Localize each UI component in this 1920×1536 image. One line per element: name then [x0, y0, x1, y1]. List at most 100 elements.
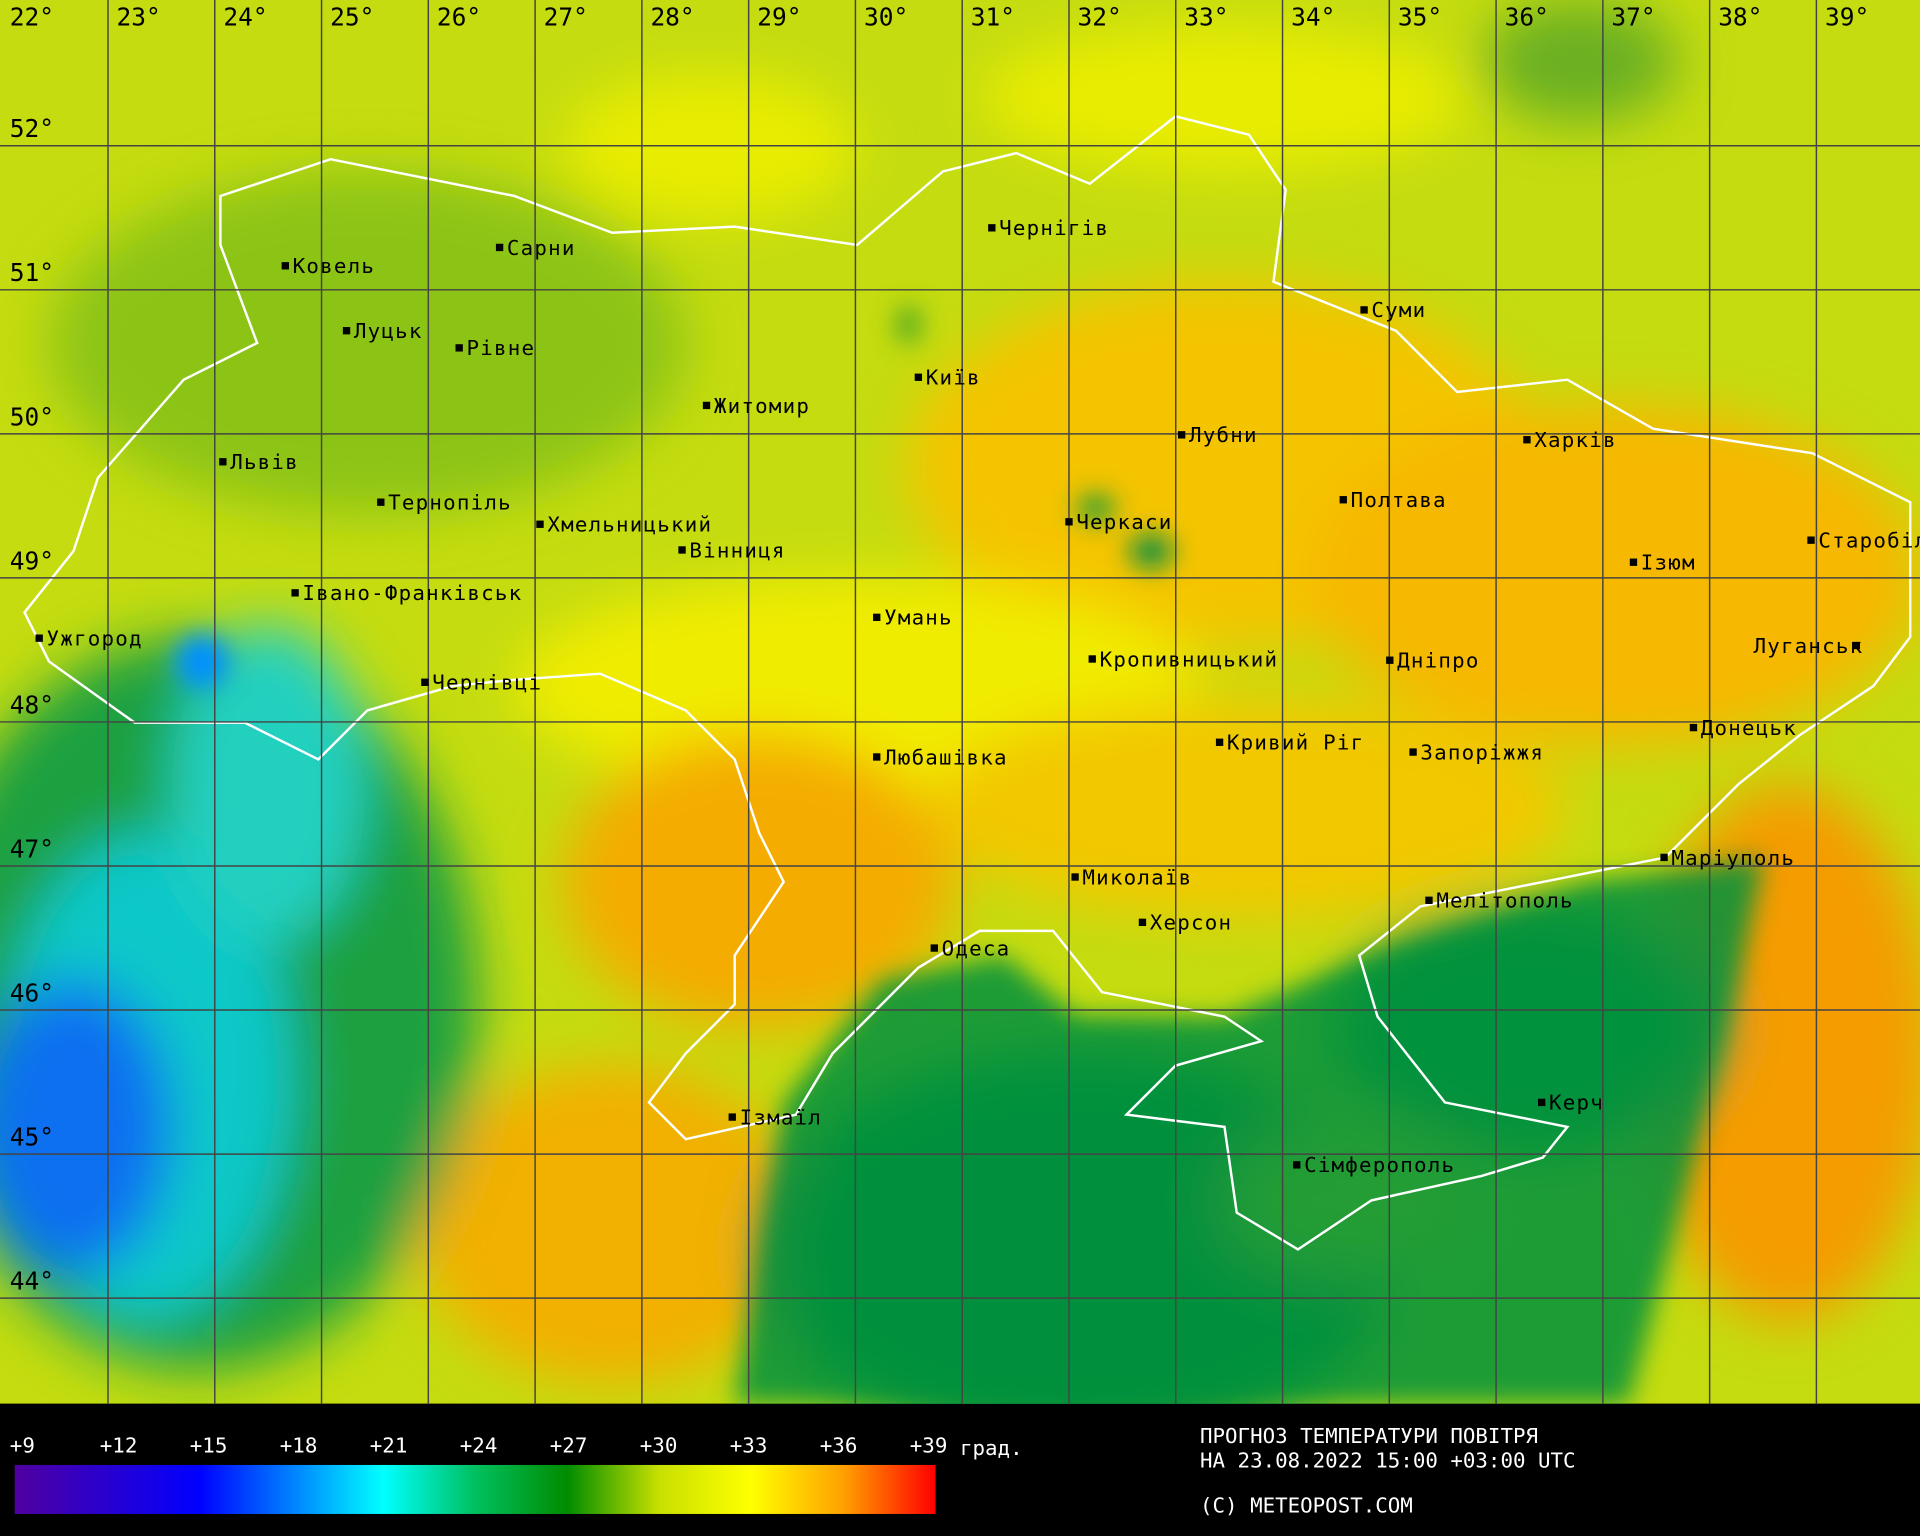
- city-label: Дніпро: [1397, 649, 1479, 673]
- color-scale-bar: [14, 1464, 936, 1514]
- city-label: Івано-Франківськ: [302, 581, 522, 605]
- longitude-label: 28°: [650, 3, 694, 32]
- city-marker: Сімферополь: [1293, 1153, 1455, 1177]
- city-dot: [281, 262, 289, 270]
- city-marker: Херсон: [1138, 911, 1232, 935]
- city-marker: Кривий Ріг: [1215, 731, 1364, 755]
- city-dot: [495, 243, 504, 252]
- latitude-label: 46°: [10, 978, 54, 1007]
- city-dot: [1339, 496, 1347, 504]
- city-marker: Чернівці: [421, 671, 541, 695]
- city-marker: Львів: [219, 450, 299, 474]
- longitude-label: 39°: [1825, 3, 1869, 32]
- city-label: Вінниця: [689, 538, 785, 562]
- legend: +9 +12 +15 +18 +21 +24 +27 +30 +33 +36 +39 град. П…: [10, 1424, 1576, 1518]
- longitude-label: 36°: [1505, 3, 1549, 32]
- city-label: Миколаїв: [1082, 865, 1192, 889]
- city-marker: Ужгород: [35, 627, 143, 651]
- city-label: Херсон: [1150, 911, 1232, 935]
- city-dot: [930, 944, 938, 952]
- city-dot: [1629, 558, 1638, 566]
- city-label: Сарни: [507, 236, 576, 260]
- city-marker: Івано-Франківськ: [291, 581, 522, 605]
- city-label: Тернопіль: [388, 491, 512, 515]
- latitude-label: 49°: [10, 546, 54, 575]
- city-label: Житомир: [714, 394, 810, 418]
- legend-tick: +33: [730, 1434, 768, 1458]
- city-dot: [728, 1113, 736, 1121]
- city-marker: Умань: [873, 606, 952, 630]
- longitude-label: 34°: [1291, 3, 1335, 32]
- longitude-label: 38°: [1718, 3, 1762, 32]
- city-label: Ковель: [293, 254, 375, 278]
- caption-date: НА 23.08.2022 15:00 +03:00 UTC: [1200, 1448, 1576, 1472]
- city-dot: [536, 520, 544, 528]
- city-dot: [702, 401, 711, 410]
- city-label: Хмельницький: [547, 513, 712, 537]
- city-marker: Кропивницький: [1088, 647, 1277, 671]
- city-label: Ужгород: [47, 627, 143, 651]
- city-dot: [1537, 1098, 1546, 1107]
- city-marker: Любашівка: [873, 745, 1008, 769]
- city-label: Мелітополь: [1436, 889, 1573, 913]
- city-label: Сімферополь: [1304, 1153, 1455, 1177]
- legend-tick: +21: [370, 1434, 408, 1458]
- city-marker: Донецьк: [1689, 716, 1797, 740]
- city-label: Кривий Ріг: [1227, 731, 1364, 755]
- city-label: Львів: [230, 450, 299, 474]
- city-dot: [219, 458, 227, 466]
- city-label: Любашівка: [884, 745, 1008, 769]
- city-markers: Ковель Сарни Луцьк Рівне Житомир Чернігів Київ…: [35, 216, 1920, 1177]
- city-dot: [1138, 918, 1147, 927]
- latitude-label: 44°: [10, 1267, 54, 1296]
- city-label: Полтава: [1351, 488, 1447, 512]
- axis-labels: 22° 23° 24° 25° 26° 27° 28° 29° 30° 31° 32° 33° 34° 3…: [10, 3, 1869, 1296]
- city-label: Ізюм: [1641, 551, 1696, 575]
- city-marker: Хмельницький: [536, 513, 712, 537]
- city-label: Одеса: [942, 936, 1011, 960]
- city-marker: Лубни: [1177, 423, 1256, 447]
- city-dot: [1071, 873, 1079, 881]
- longitude-label: 24°: [223, 3, 267, 32]
- legend-tick: +12: [100, 1434, 138, 1458]
- city-label: Черкаси: [1076, 510, 1172, 534]
- city-dot: [678, 546, 686, 554]
- city-dot: [1360, 306, 1368, 314]
- city-dot: [421, 678, 429, 686]
- city-dot: [914, 373, 923, 381]
- copyright: (C) METEOPOST.COM: [1200, 1494, 1413, 1518]
- city-marker: Луцьк: [342, 319, 421, 343]
- city-label: Рівне: [467, 336, 536, 360]
- city-dot: [455, 344, 463, 352]
- city-dot: [1689, 723, 1698, 732]
- latitude-label: 48°: [10, 690, 54, 719]
- city-dot: [377, 498, 385, 506]
- city-label: Керч: [1549, 1091, 1604, 1115]
- city-dot: [35, 634, 43, 642]
- city-marker: Старобільськ: [1807, 529, 1920, 553]
- city-label: Запоріжжя: [1420, 740, 1544, 764]
- coordinate-grid: [0, 0, 1920, 1404]
- caption-title: ПРОГНОЗ ТЕМПЕРАТУРИ ПОВІТРЯ: [1200, 1424, 1538, 1448]
- city-marker: Ковель: [281, 254, 375, 278]
- city-dot: [873, 753, 881, 761]
- city-label: Донецьк: [1701, 716, 1797, 740]
- city-dot: [1088, 655, 1096, 663]
- legend-tick: +27: [550, 1434, 588, 1458]
- city-dot: [1293, 1161, 1301, 1169]
- city-label: Харків: [1534, 428, 1616, 452]
- longitude-label: 27°: [544, 3, 588, 32]
- longitude-label: 26°: [437, 3, 481, 32]
- latitude-label: 45°: [10, 1123, 54, 1152]
- city-marker: Рівне: [455, 336, 536, 360]
- city-marker: Житомир: [702, 394, 810, 418]
- city-dot: [291, 589, 299, 597]
- longitude-label: 37°: [1611, 3, 1655, 32]
- city-label: Маріуполь: [1671, 846, 1795, 870]
- country-border: [23, 115, 1912, 1251]
- city-dot: [1409, 748, 1417, 756]
- city-dot: [1177, 431, 1186, 439]
- longitude-label: 22°: [10, 3, 54, 32]
